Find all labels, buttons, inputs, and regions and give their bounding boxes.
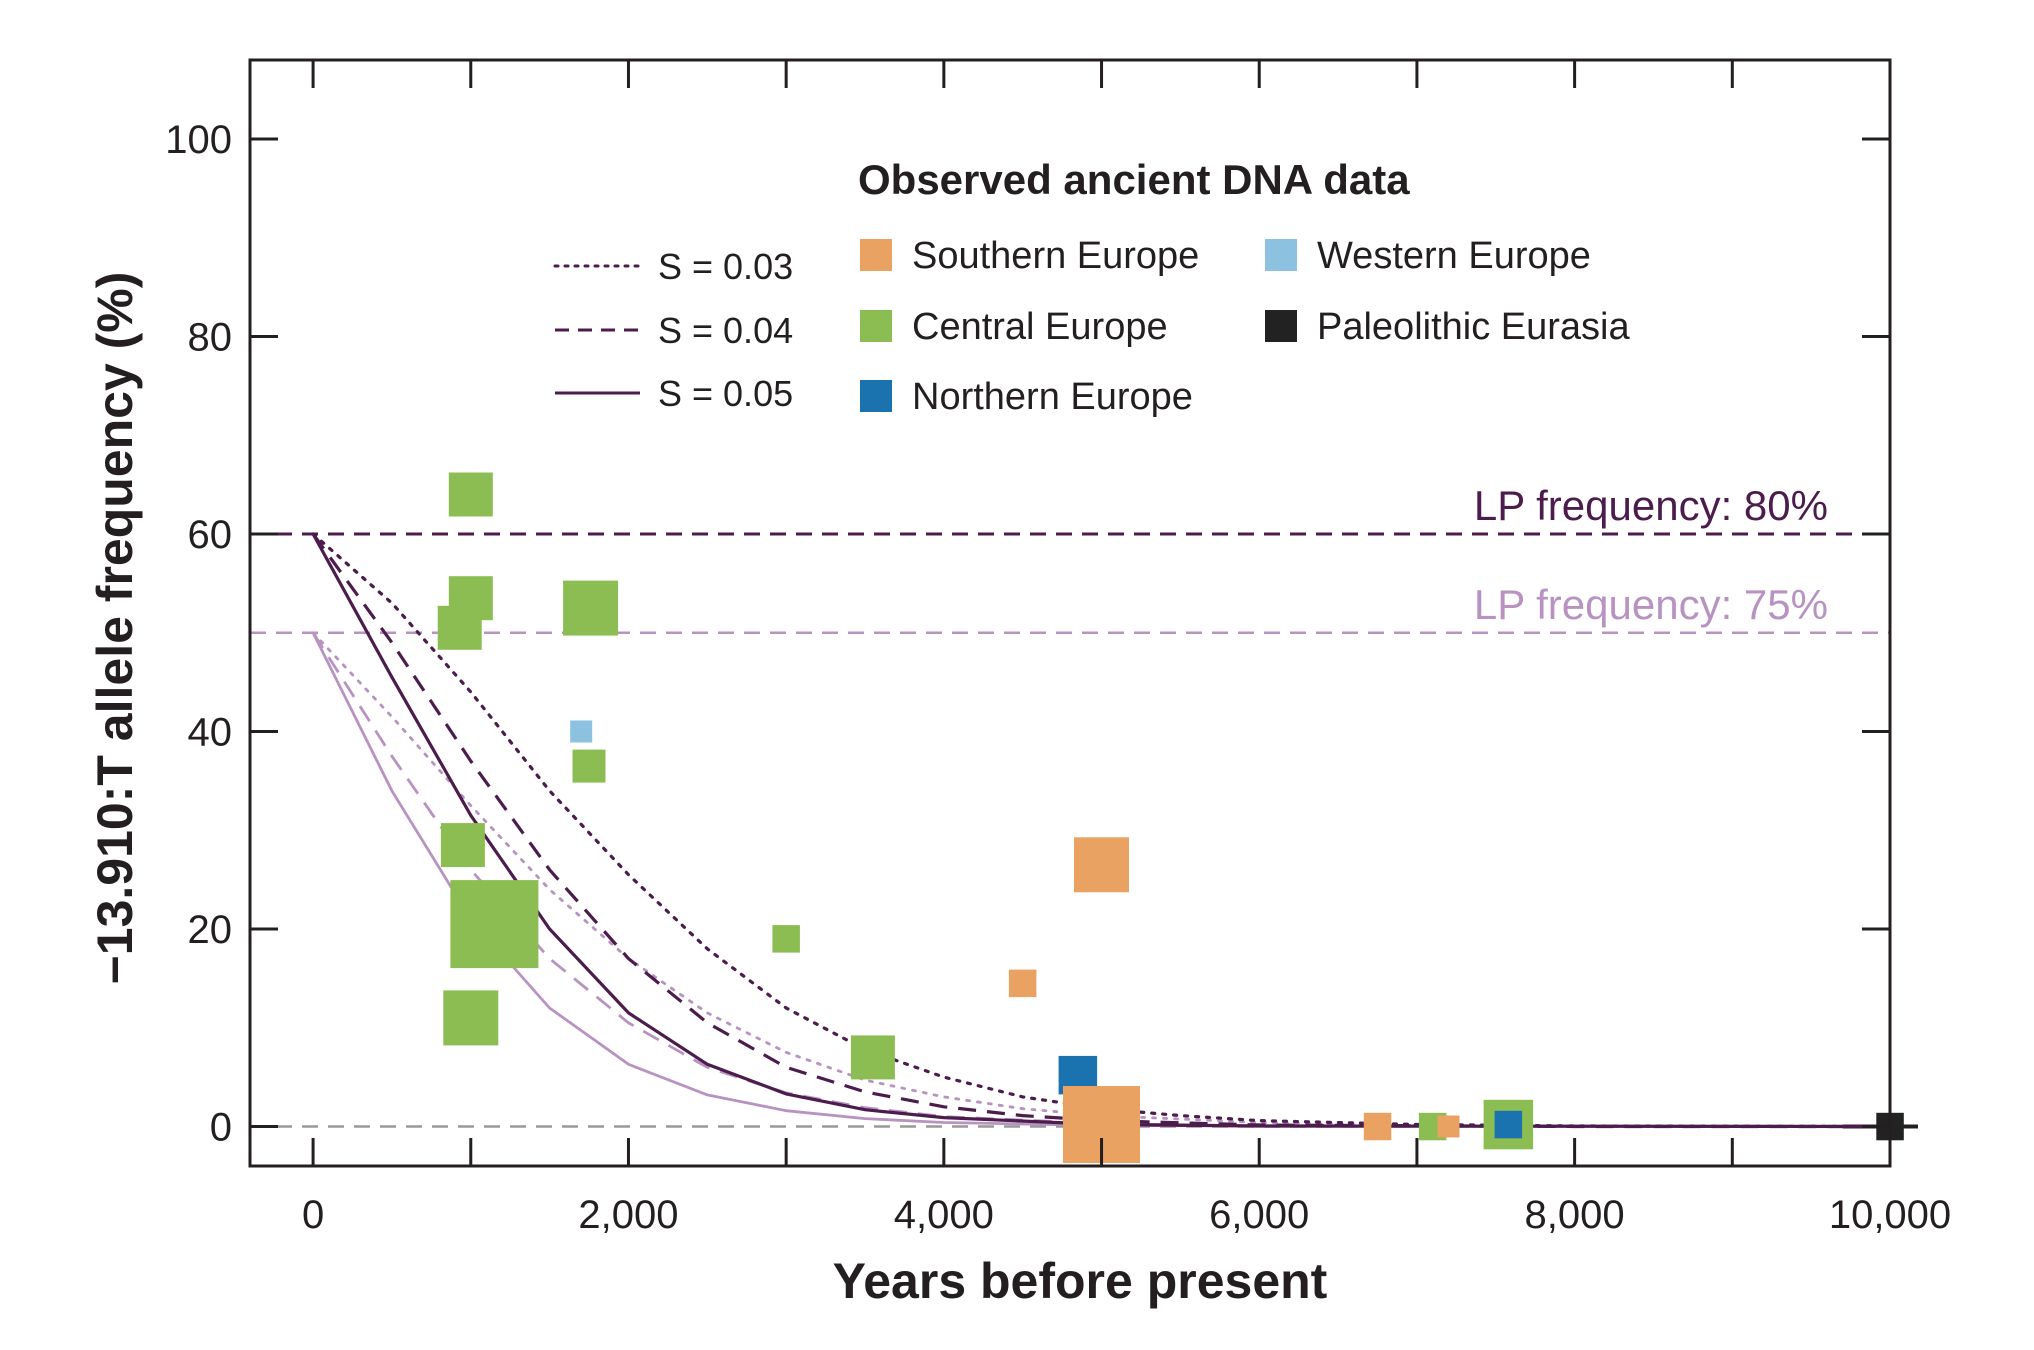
data-point-central <box>563 580 619 636</box>
legend-label-s-0.03: S = 0.03 <box>658 246 793 287</box>
model-curve-lp75-s005 <box>311 632 1891 1128</box>
y-tick-label: 20 <box>188 908 233 952</box>
y-axis-title: −13.910:T allele frequency (%) <box>87 272 143 985</box>
legend-swatch-northern <box>860 380 892 412</box>
legend-swatch-western <box>1265 239 1297 271</box>
x-tick-label: 10,000 <box>1829 1193 1951 1237</box>
data-point-central <box>850 1035 895 1080</box>
data-points <box>437 472 1904 1163</box>
x-tick-label: 0 <box>302 1193 324 1237</box>
data-point-central <box>450 880 539 969</box>
lp-80-label: LP frequency: 80% <box>1474 482 1828 529</box>
lp-75-label: LP frequency: 75% <box>1474 581 1828 628</box>
legend-label-paleolithic: Paleolithic Eurasia <box>1317 306 1630 348</box>
legend-title: Observed ancient DNA data <box>858 156 1410 203</box>
legend-label-western: Western Europe <box>1317 235 1591 277</box>
data-point-southern <box>1363 1112 1392 1141</box>
tick-labels: 0 2,000 4,000 6,000 8,000 10,000 0 20 40 60 80 100 <box>165 118 1951 1237</box>
legend-label-southern: Southern Europe <box>912 235 1199 277</box>
data-point-western <box>570 720 593 743</box>
legend-swatch-central <box>860 310 892 342</box>
data-point-southern <box>1437 1115 1460 1138</box>
x-tick-label: 2,000 <box>578 1193 678 1237</box>
data-point-central <box>440 823 485 868</box>
y-tick-label: 100 <box>165 118 232 162</box>
data-point-southern <box>1008 969 1037 998</box>
model-curve-lp75-s003 <box>311 631 1892 1128</box>
x-axis-title: Years before present <box>833 1253 1328 1309</box>
legend-label-s-0.04: S = 0.04 <box>658 310 793 351</box>
data-point-central <box>448 472 493 517</box>
data-point-central <box>572 749 606 783</box>
legend: Observed ancient DNA data S = 0.03S = 0.… <box>553 156 1630 418</box>
data-point-northern <box>1494 1110 1523 1139</box>
y-tick-label: 80 <box>188 316 233 360</box>
data-point-central <box>443 990 499 1046</box>
data-point-southern <box>1074 837 1129 893</box>
plot-frame <box>248 58 1892 1168</box>
model-curve-lp80-s003 <box>311 532 1892 1129</box>
x-tick-label: 8,000 <box>1525 1193 1625 1237</box>
x-tick-label: 6,000 <box>1209 1193 1309 1237</box>
legend-swatch-southern <box>860 239 892 271</box>
x-tick-label: 4,000 <box>894 1193 994 1237</box>
data-point-central <box>772 925 800 953</box>
legend-swatch-paleolithic <box>1265 310 1297 342</box>
legend-selection-coefficients: S = 0.03 S = 0.04 S = 0.05 <box>553 246 793 414</box>
y-tick-label: 40 <box>188 711 233 755</box>
legend-label-central: Central Europe <box>912 306 1168 348</box>
y-tick-label: 0 <box>210 1106 232 1150</box>
legend-label-northern: Northern Europe <box>912 376 1193 418</box>
y-tick-label: 60 <box>188 513 233 557</box>
axis-ticks <box>250 60 1892 1166</box>
legend-label-s-0.05: S = 0.05 <box>658 373 793 414</box>
data-point-central <box>437 605 482 650</box>
legend-groups: Southern Europe Central Europe Northern Eu… <box>860 235 1630 418</box>
